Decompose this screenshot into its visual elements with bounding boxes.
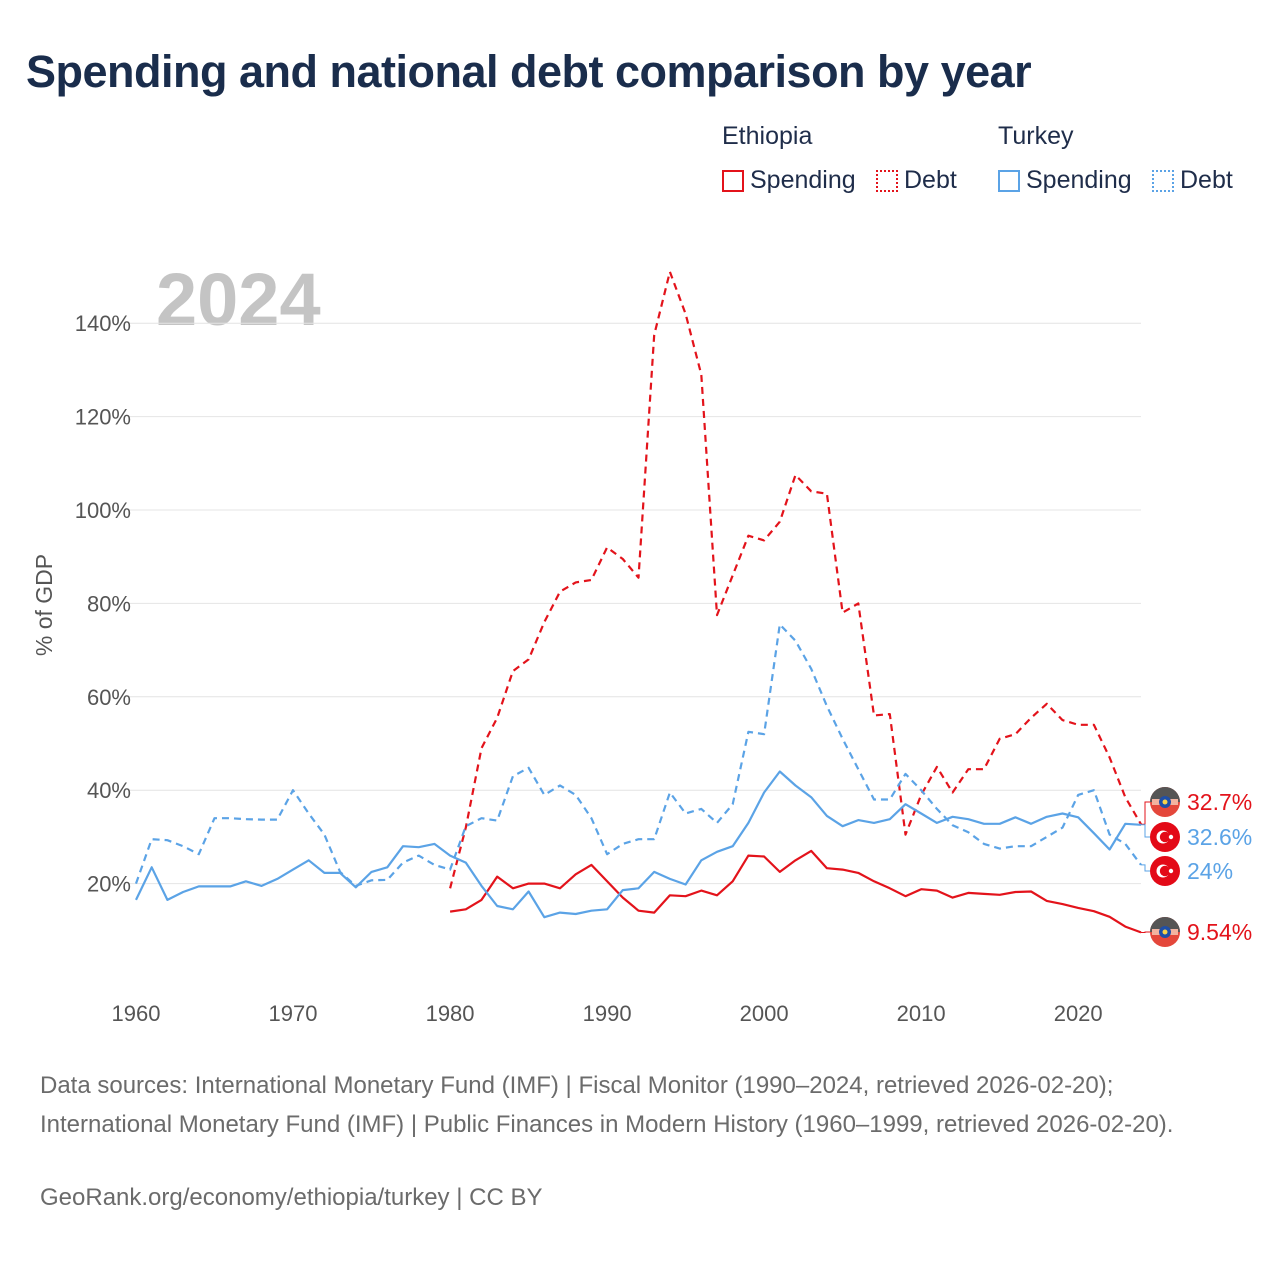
series-line-turkey-spending: [135, 770, 1142, 919]
legend-country-ethiopia: Ethiopia: [722, 122, 813, 150]
year-watermark: 2024: [156, 258, 321, 341]
legend-label: Debt: [904, 166, 957, 194]
end-value-label: 9.54%: [1187, 919, 1252, 945]
end-label-connector: [1141, 824, 1151, 838]
credit-link[interactable]: GeoRank.org/economy/ethiopia/turkey | CC…: [40, 1184, 543, 1211]
x-tick-label: 1970: [269, 1001, 318, 1026]
turkey-flag-icon: [1150, 822, 1180, 852]
x-tick-label: 1980: [426, 1001, 475, 1026]
ethiopia-flag-icon: [1150, 917, 1180, 947]
legend-label: Spending: [750, 166, 856, 194]
legend-swatch-solid: [722, 169, 744, 192]
end-value-label: 32.6%: [1187, 824, 1252, 850]
legend-item-ethiopia-spending[interactable]: Spending: [722, 166, 856, 195]
x-tick-label: 2010: [897, 1001, 946, 1026]
y-tick-label: 60%: [87, 685, 131, 710]
legend-swatch-solid: [998, 169, 1020, 192]
y-tick-label: 100%: [75, 498, 131, 523]
line-chart: 2024 % of GDP 20% 40% 60% 80% 100% 120% 140% 1…: [31, 258, 1252, 1026]
ethiopia-flag-icon: [1150, 787, 1180, 817]
series-line-turkey-debt: [134, 623, 1142, 888]
x-tick-label: 2020: [1054, 1001, 1103, 1026]
y-tick-label: 80%: [87, 591, 131, 616]
chart-title: Spending and national debt comparison by…: [26, 46, 1032, 97]
legend-label: Debt: [1180, 166, 1233, 194]
end-value-label: 24%: [1187, 858, 1233, 884]
end-value-label: 32.7%: [1187, 789, 1252, 815]
x-tick-label: 2000: [740, 1001, 789, 1026]
legend-item-ethiopia-debt[interactable]: Debt: [876, 166, 957, 195]
legend-item-turkey-debt[interactable]: Debt: [1152, 166, 1233, 195]
legend-swatch-dotted: [876, 169, 898, 192]
legend-label: Spending: [1026, 166, 1132, 194]
legend-swatch-dotted: [1152, 169, 1174, 192]
legend-country-turkey: Turkey: [998, 122, 1074, 150]
x-tick-label: 1960: [112, 1001, 161, 1026]
data-sources: Data sources: International Monetary Fun…: [40, 1072, 1174, 1138]
y-tick-label: 140%: [75, 311, 131, 336]
x-tick-label: 1990: [583, 1001, 632, 1026]
y-axis-label: % of GDP: [31, 554, 57, 656]
end-label-connector: [1141, 801, 1151, 825]
y-tick-label: 20%: [87, 872, 131, 897]
y-tick-label: 120%: [75, 405, 131, 430]
legend-item-turkey-spending[interactable]: Spending: [998, 166, 1132, 195]
turkey-flag-icon: [1150, 856, 1180, 886]
y-tick-label: 40%: [87, 778, 131, 803]
end-label-connector: [1141, 864, 1151, 872]
series-line-ethiopia-debt: [449, 270, 1142, 889]
series-line-ethiopia-spending: [449, 849, 1142, 934]
